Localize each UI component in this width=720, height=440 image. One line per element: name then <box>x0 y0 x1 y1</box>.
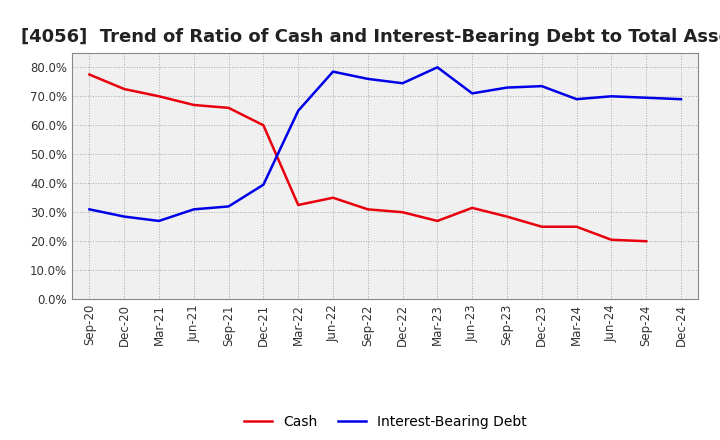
Interest-Bearing Debt <box>259 182 268 187</box>
Interest-Bearing Debt <box>677 96 685 102</box>
Interest-Bearing Debt <box>468 91 477 96</box>
Cash <box>398 209 407 215</box>
Interest-Bearing Debt <box>364 76 372 81</box>
Cash <box>364 207 372 212</box>
Interest-Bearing Debt <box>120 214 129 219</box>
Line: Interest-Bearing Debt: Interest-Bearing Debt <box>89 67 681 221</box>
Cash <box>259 123 268 128</box>
Cash <box>189 103 198 108</box>
Interest-Bearing Debt <box>328 69 337 74</box>
Interest-Bearing Debt <box>189 207 198 212</box>
Interest-Bearing Debt <box>85 207 94 212</box>
Interest-Bearing Debt <box>294 108 302 114</box>
Cash <box>468 205 477 210</box>
Interest-Bearing Debt <box>572 96 581 102</box>
Cash <box>433 218 442 224</box>
Cash <box>642 238 651 244</box>
Cash <box>225 105 233 110</box>
Interest-Bearing Debt <box>642 95 651 100</box>
Title: [4056]  Trend of Ratio of Cash and Interest-Bearing Debt to Total Assets: [4056] Trend of Ratio of Cash and Intere… <box>21 28 720 46</box>
Cash <box>328 195 337 200</box>
Interest-Bearing Debt <box>537 84 546 89</box>
Cash <box>572 224 581 229</box>
Cash <box>294 202 302 208</box>
Cash <box>85 72 94 77</box>
Interest-Bearing Debt <box>155 218 163 224</box>
Cash <box>503 214 511 219</box>
Cash <box>120 86 129 92</box>
Interest-Bearing Debt <box>433 65 442 70</box>
Cash <box>607 237 616 242</box>
Cash <box>537 224 546 229</box>
Line: Cash: Cash <box>89 74 647 241</box>
Interest-Bearing Debt <box>503 85 511 90</box>
Interest-Bearing Debt <box>225 204 233 209</box>
Interest-Bearing Debt <box>398 81 407 86</box>
Interest-Bearing Debt <box>607 94 616 99</box>
Cash <box>155 94 163 99</box>
Legend: Cash, Interest-Bearing Debt: Cash, Interest-Bearing Debt <box>238 410 532 435</box>
